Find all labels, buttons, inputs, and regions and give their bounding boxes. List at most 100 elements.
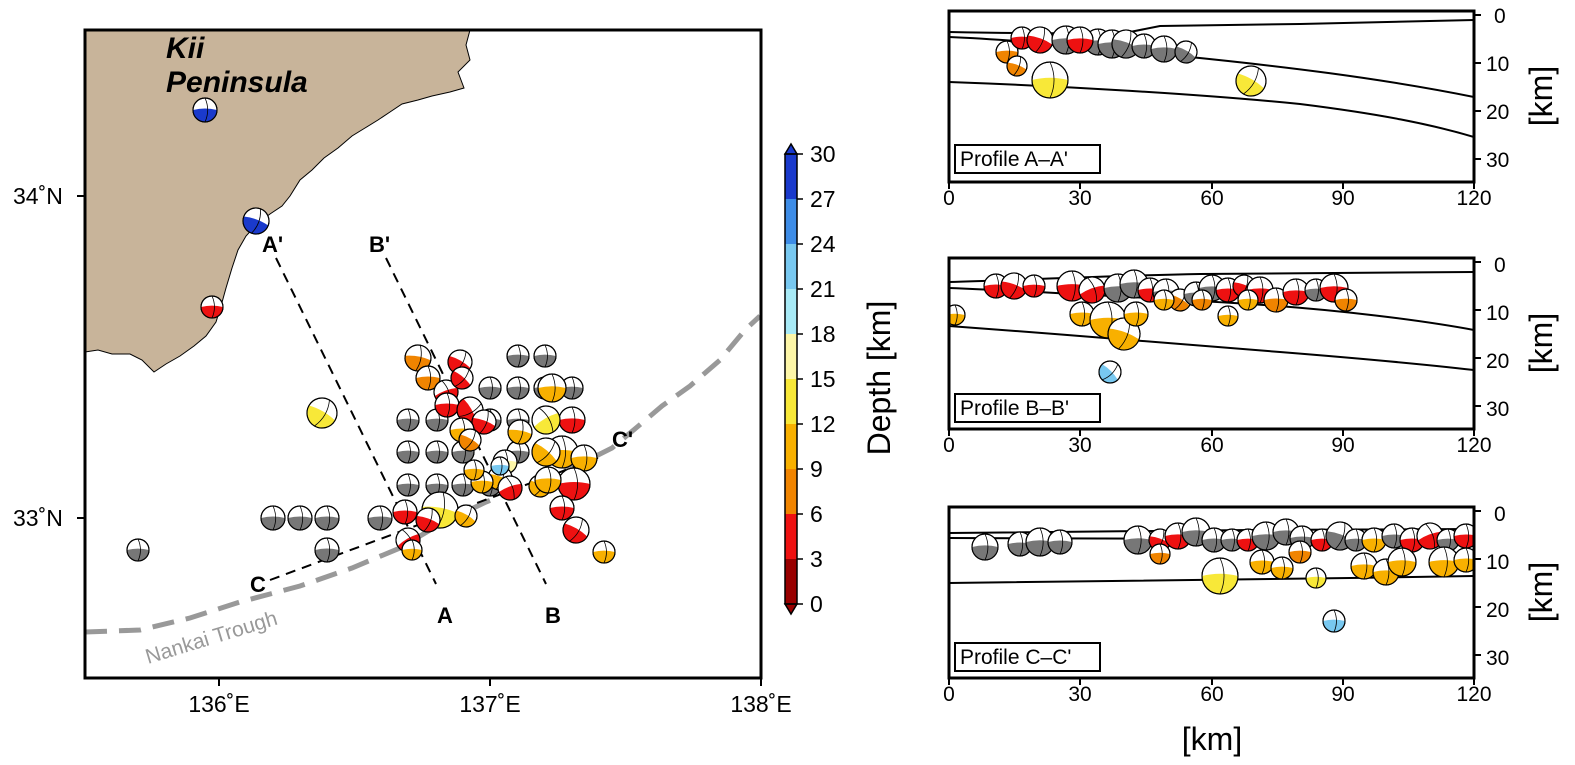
focal-mechanism [200,295,224,319]
focal-mechanism [490,456,510,476]
focal-mechanism [1174,40,1198,64]
focal-mechanism [1361,527,1387,553]
focal-mechanism [1270,556,1294,580]
focal-mechanism [1453,523,1474,549]
map-axis-ticks [77,195,762,686]
focal-mechanism [1428,546,1460,578]
focal-mechanism [558,406,586,434]
focal-mechanism [570,444,598,472]
focal-mechanism [533,344,557,368]
focal-mechanism [287,505,313,531]
colorbar-tick-label: 9 [810,456,823,482]
focal-mechanism [192,97,218,123]
focal-mechanism [1282,278,1310,306]
colorbar-bin [785,469,797,515]
profile-c-title-box [954,642,1101,672]
focal-mechanism [396,408,420,432]
focal-mechanism [534,466,562,494]
profile-c-axes: 0 30 60 90 120 0 10 20 30 [km] [943,503,1559,706]
region-label-line2: Peninsula [166,66,308,99]
focal-mechanism [1191,289,1213,311]
profile-c-ylabel: [km] [1523,562,1559,622]
focal-mechanism [1026,26,1054,54]
profile-b-xtick-60: 60 [1200,434,1223,457]
profile-c-ytick-0: 0 [1494,503,1506,526]
focal-mechanism [1047,529,1073,555]
focal-mechanism [1334,288,1358,312]
focal-mechanism [1217,305,1239,327]
endpoint-c: C [250,572,266,597]
focal-mechanism [1322,609,1346,633]
focal-mechanism [425,473,449,497]
lon-label-136e: 136˚E [188,691,249,717]
profile-a-xtick-30: 30 [1068,187,1091,210]
focal-mechanism [392,499,418,525]
focal-mechanism [1078,276,1106,304]
profile-b-axes: 0 30 60 90 120 0 10 20 30 [km] [943,254,1559,457]
profile-a-title: Profile A–A' [960,148,1068,171]
profile-c-xtick-30: 30 [1068,683,1091,706]
focal-mechanism [401,539,423,561]
focal-mechanism [1123,301,1149,327]
focal-mechanism [1025,527,1055,557]
focal-mechanism [458,428,482,452]
focal-mechanism [1288,540,1312,564]
profile-a-panel: Profile A–A' 0 30 60 90 120 0 10 20 30 [… [943,5,1559,210]
focal-mechanism [506,376,530,400]
land-area [85,30,471,373]
focal-mechanism [415,365,441,391]
colorbar-tick-label: 0 [810,591,823,617]
profile-c-events [971,517,1474,633]
profile-c-xtick-90: 90 [1331,683,1354,706]
focal-mechanism [1344,528,1368,552]
focal-mechanism [1149,543,1171,565]
focal-mechanism [367,505,393,531]
colorbar-bin [785,154,797,200]
focal-mechanism [562,516,590,544]
profile-c-ytick-20: 20 [1486,599,1509,622]
map-panel: Kii Peninsula Nankai Trough A' A B' B C … [13,28,792,717]
focal-mechanism [454,504,478,528]
focal-mechanism [971,533,999,561]
focal-mechanism [531,437,561,467]
lon-label-138e: 138˚E [730,691,791,717]
focal-mechanism [396,440,420,464]
profile-a-ytick-30: 30 [1486,149,1509,172]
profile-b-ytick-30: 30 [1486,398,1509,421]
colorbar-tick-label: 27 [810,186,836,212]
focal-mechanism [1387,547,1417,577]
endpoint-c-prime: C' [612,427,633,452]
profile-b-title-box [954,393,1101,423]
focal-mechanism [592,540,616,564]
colorbar-tick-label: 21 [810,276,836,302]
colorbar-top-arrow [783,142,799,155]
focal-mechanism [450,366,474,390]
colorbar-title: Depth [km] [861,301,897,456]
profile-a-ylabel: [km] [1523,66,1559,126]
profile-x-axis-label: [km] [1182,721,1242,757]
profile-a-xtick-90: 90 [1331,187,1354,210]
focal-mechanism [314,505,340,531]
focal-mechanism [471,409,497,435]
profile-b-xtick-0: 0 [943,434,955,457]
focal-mechanism [415,507,441,533]
focal-mechanism [1153,289,1175,311]
lat-label-34n: 34˚N [13,183,63,209]
focal-mechanism [1249,549,1275,575]
profile-b-title: Profile B–B' [960,397,1069,420]
focal-mechanism [425,440,449,464]
map-frame [83,28,763,680]
focal-mechanism [1031,61,1069,99]
focal-mechanism [1000,272,1028,300]
colorbar-tick-label: 30 [810,141,836,167]
focal-mechanism [1453,547,1474,573]
profile-c-xtick-60: 60 [1200,683,1223,706]
profile-c-ytick-30: 30 [1486,647,1509,670]
colorbar-bin [785,334,797,380]
focal-mechanism [434,392,460,418]
profile-a-xtick-0: 0 [943,187,955,210]
focal-mechanism [1006,55,1028,77]
